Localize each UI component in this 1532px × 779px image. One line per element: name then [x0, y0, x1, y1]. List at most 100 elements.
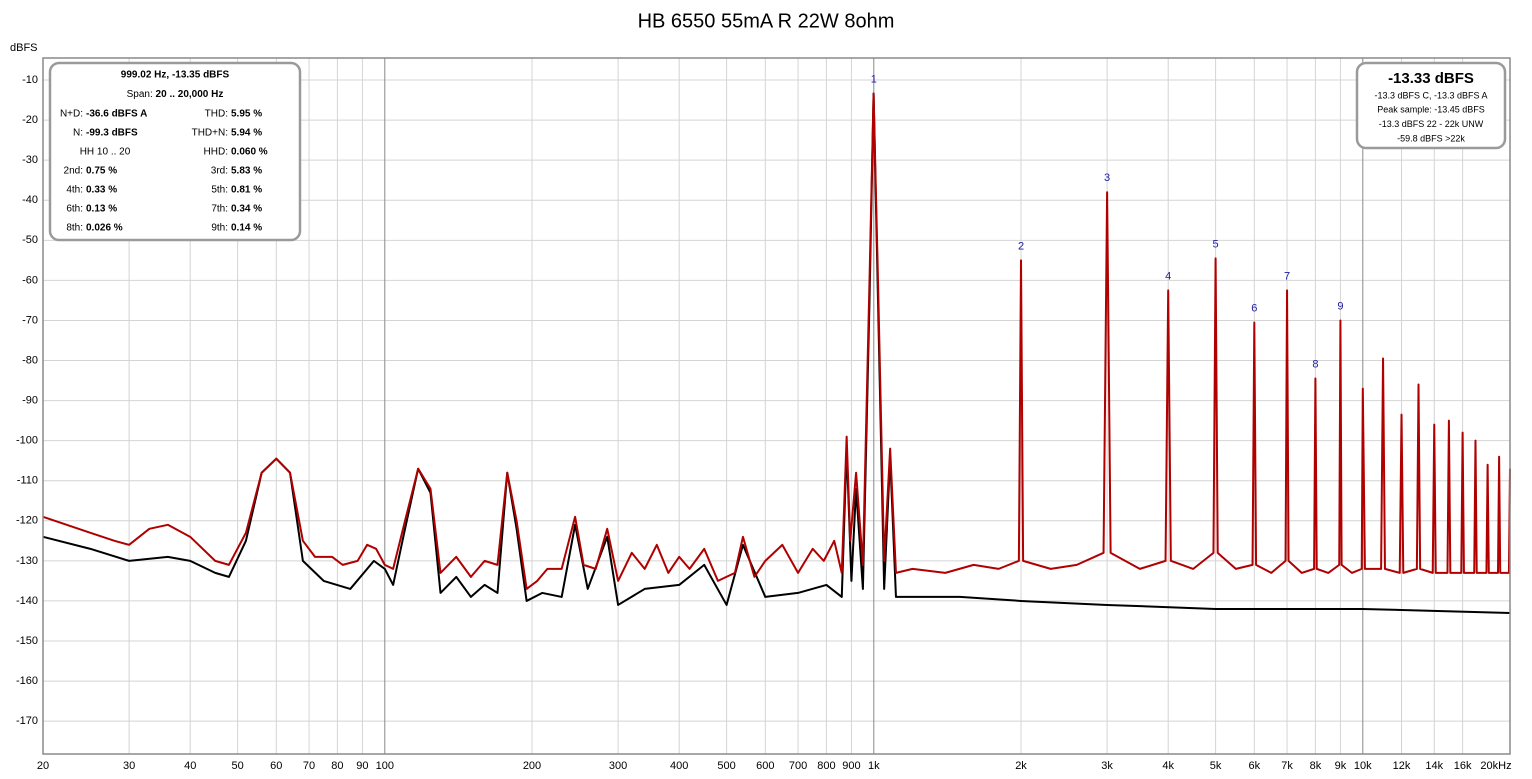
info-cell: HH 10 .. 20 — [80, 147, 131, 158]
info-value: 5.95 % — [231, 109, 262, 120]
x-tick-label: 12k — [1393, 760, 1411, 772]
info-label: N: — [73, 128, 83, 139]
y-tick-label: -90 — [22, 394, 38, 406]
y-tick-label: -160 — [16, 675, 38, 687]
y-tick-label: -20 — [22, 114, 38, 126]
x-tick-label: 50 — [231, 760, 243, 772]
y-tick-label: -120 — [16, 515, 38, 527]
y-tick-label: -70 — [22, 314, 38, 326]
spectrum-line — [42, 92, 1511, 590]
harmonic-label: 6 — [1251, 302, 1257, 314]
harmonic-label: 2 — [1018, 240, 1024, 252]
info-value: 0.81 % — [231, 185, 262, 196]
x-tick-label: 600 — [756, 760, 774, 772]
labels: -10 -20 -30 -40 -50 -60 -70 -80 -90 -100 -110 -120 -… — [16, 73, 1512, 772]
level-box: -13.33 dBFS -13.3 dBFS C, -13.3 dBFS A Pe… — [1355, 61, 1507, 150]
y-tick-label: -100 — [16, 435, 38, 447]
span-label: Span: — [127, 89, 153, 100]
x-tick-label: 30 — [123, 760, 135, 772]
x-tick-label: 3k — [1101, 760, 1113, 772]
x-tick-label: 5k — [1210, 760, 1222, 772]
y-tick-label: -130 — [16, 555, 38, 567]
info-label: 5th: — [211, 185, 228, 196]
info-label: THD+N: — [192, 128, 228, 139]
info-value: 0.13 % — [86, 204, 117, 215]
x-tick-label: 20 — [37, 760, 49, 772]
info-heading: 999.02 Hz, -13.35 dBFS — [121, 70, 230, 81]
harmonic-label: 1 — [871, 73, 877, 85]
x-tick-label: 60 — [270, 760, 282, 772]
info-value: 0.026 % — [86, 223, 123, 234]
x-tick-label: 8k — [1310, 760, 1322, 772]
info-label: THD: — [205, 109, 228, 120]
y-tick-label: -80 — [22, 354, 38, 366]
x-tick-label: 70 — [303, 760, 315, 772]
x-tick-label: 500 — [717, 760, 735, 772]
level-line: -13.3 dBFS C, -13.3 dBFS A — [1374, 90, 1487, 100]
y-tick-label: -40 — [22, 194, 38, 206]
traces — [42, 92, 1511, 614]
x-tick-label: 300 — [609, 760, 627, 772]
x-tick-label: 9k — [1335, 760, 1347, 772]
info-label: 8th: — [66, 223, 83, 234]
x-tick-label: 1k — [868, 760, 880, 772]
info-value: 5.83 % — [231, 166, 262, 177]
y-tick-label: -170 — [16, 715, 38, 727]
x-tick-label: 7k — [1281, 760, 1293, 772]
x-tick-label: 800 — [817, 760, 835, 772]
x-tick-label: 6k — [1248, 760, 1260, 772]
y-tick-label: -10 — [22, 74, 38, 86]
y-tick-label: -140 — [16, 595, 38, 607]
x-tick-label: 80 — [331, 760, 343, 772]
y-tick-label: -60 — [22, 274, 38, 286]
level-line: Peak sample: -13.45 dBFS — [1377, 105, 1485, 115]
info-value: 0.33 % — [86, 185, 117, 196]
span-value: 20 .. 20,000 Hz — [156, 89, 224, 100]
info-label: 9th: — [211, 223, 228, 234]
x-tick-label: 20kHz — [1480, 760, 1511, 772]
info-label: 2nd: — [64, 166, 83, 177]
info-label: HHD: — [204, 147, 228, 158]
x-tick-label: 2k — [1015, 760, 1027, 772]
y-tick-label: -110 — [17, 475, 38, 487]
level-line: -59.8 dBFS >22k — [1397, 133, 1465, 143]
level-heading: -13.33 dBFS — [1388, 70, 1474, 87]
y-tick-label: -30 — [22, 154, 38, 166]
harmonic-label: 7 — [1284, 270, 1290, 282]
x-tick-label: 16k — [1454, 760, 1472, 772]
y-tick-label: -50 — [22, 234, 38, 246]
info-label: 3rd: — [211, 166, 228, 177]
plot-frame — [42, 57, 1511, 755]
y-axis-label: dBFS — [10, 42, 38, 54]
x-tick-label: 90 — [356, 760, 368, 772]
x-tick-label: 4k — [1162, 760, 1174, 772]
level-box-frame — [1355, 61, 1507, 150]
info-value: 0.14 % — [231, 223, 262, 234]
x-tick-label: 900 — [842, 760, 860, 772]
info-value: 0.75 % — [86, 166, 117, 177]
y-tick-label: -150 — [16, 635, 38, 647]
info-value: 0.060 % — [231, 147, 268, 158]
x-tick-label: 200 — [523, 760, 541, 772]
harmonic-label: 4 — [1165, 270, 1171, 282]
info-span: Span: 20 .. 20,000 Hz — [127, 89, 224, 100]
info-label: 7th: — [211, 204, 228, 215]
x-tick-label: 14k — [1425, 760, 1443, 772]
x-tick-label: 100 — [376, 760, 394, 772]
info-value: -99.3 dBFS — [86, 128, 138, 139]
harmonic-label: 3 — [1104, 172, 1110, 184]
info-box: 999.02 Hz, -13.35 dBFS Span: 20 .. 20,00… — [48, 61, 302, 242]
harmonic-label: 9 — [1337, 300, 1343, 312]
info-label: N+D: — [60, 109, 83, 120]
harmonic-label: 5 — [1213, 238, 1219, 250]
x-tick-label: 700 — [789, 760, 807, 772]
info-value: -36.6 dBFS A — [86, 109, 147, 120]
info-label: 6th: — [66, 204, 83, 215]
x-tick-label: 10k — [1354, 760, 1372, 772]
level-line: -13.3 dBFS 22 - 22k UNW — [1379, 119, 1484, 129]
x-tick-label: 40 — [184, 760, 196, 772]
harmonic-label: 8 — [1312, 358, 1318, 370]
chart-title: HB 6550 55mA R 22W 8ohm — [638, 10, 895, 32]
